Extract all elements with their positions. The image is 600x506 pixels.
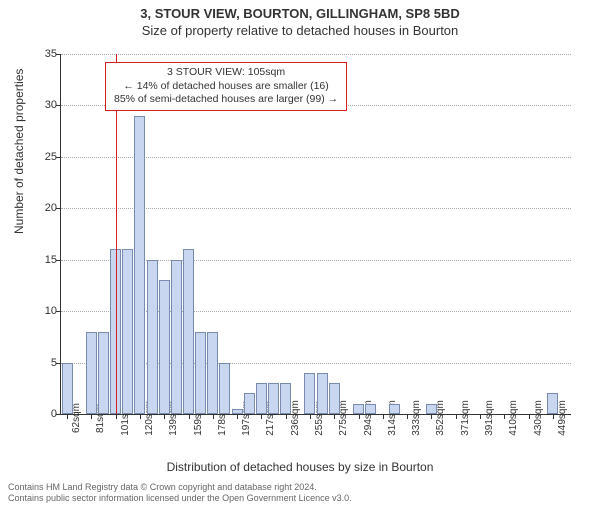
title-line2: Size of property relative to detached ho…	[0, 23, 600, 38]
xtick-mark	[553, 414, 554, 419]
xtick-mark	[189, 414, 190, 419]
xtick-mark	[504, 414, 505, 419]
ytick-label: 35	[27, 48, 57, 60]
y-axis-label: Number of detached properties	[12, 69, 26, 234]
xtick-mark	[67, 414, 68, 419]
histogram-bar	[317, 373, 328, 414]
xtick-mark	[261, 414, 262, 419]
gridline	[61, 54, 571, 55]
x-axis-label: Distribution of detached houses by size …	[0, 460, 600, 474]
xtick-label: 371sqm	[460, 400, 471, 436]
annot-line3: 85% of semi-detached houses are larger (…	[114, 93, 338, 107]
xtick-mark	[116, 414, 117, 419]
xtick-label: 430sqm	[533, 400, 544, 436]
xtick-mark	[237, 414, 238, 419]
histogram-bar	[183, 249, 194, 414]
xtick-mark	[213, 414, 214, 419]
histogram-bar	[219, 363, 230, 414]
histogram-bar	[98, 332, 109, 414]
title-line1: 3, STOUR VIEW, BOURTON, GILLINGHAM, SP8 …	[0, 6, 600, 21]
xtick-label: 275sqm	[338, 400, 349, 436]
histogram-bar	[86, 332, 97, 414]
xtick-mark	[140, 414, 141, 419]
footer-line2: Contains public sector information licen…	[8, 493, 352, 504]
xtick-label: 333sqm	[411, 400, 422, 436]
histogram-bar	[122, 249, 133, 414]
xtick-label: 410sqm	[508, 400, 519, 436]
xtick-mark	[310, 414, 311, 419]
xtick-label: 352sqm	[435, 400, 446, 436]
histogram-bar	[268, 383, 279, 414]
histogram-bar	[134, 116, 145, 414]
annot-line1: 3 STOUR VIEW: 105sqm	[114, 66, 338, 80]
histogram-bar	[244, 393, 255, 414]
footer-text: Contains HM Land Registry data © Crown c…	[8, 482, 352, 504]
xtick-mark	[529, 414, 530, 419]
ytick-label: 10	[27, 305, 57, 317]
histogram-bar	[389, 404, 400, 414]
xtick-mark	[359, 414, 360, 419]
ytick-label: 20	[27, 202, 57, 214]
annot-line2: ← 14% of detached houses are smaller (16…	[114, 80, 338, 94]
xtick-mark	[383, 414, 384, 419]
xtick-label: 62sqm	[71, 403, 82, 433]
xtick-label: 449sqm	[557, 400, 568, 436]
xtick-mark	[286, 414, 287, 419]
xtick-mark	[431, 414, 432, 419]
ytick-label: 0	[27, 408, 57, 420]
ytick-label: 30	[27, 99, 57, 111]
histogram-bar	[195, 332, 206, 414]
xtick-mark	[456, 414, 457, 419]
chart-container: 3, STOUR VIEW, BOURTON, GILLINGHAM, SP8 …	[0, 6, 600, 506]
xtick-label: 391sqm	[484, 400, 495, 436]
xtick-mark	[334, 414, 335, 419]
xtick-label: 236sqm	[290, 400, 301, 436]
histogram-bar	[147, 260, 158, 414]
histogram-bar	[365, 404, 376, 414]
xtick-mark	[91, 414, 92, 419]
annotation-box: 3 STOUR VIEW: 105sqm ← 14% of detached h…	[105, 62, 347, 111]
footer-line1: Contains HM Land Registry data © Crown c…	[8, 482, 352, 493]
ytick-label: 15	[27, 254, 57, 266]
xtick-mark	[407, 414, 408, 419]
chart-area: 0510152025303562sqm81sqm101sqm120sqm139s…	[60, 54, 570, 414]
histogram-bar	[159, 280, 170, 414]
ytick-label: 25	[27, 151, 57, 163]
histogram-bar	[171, 260, 182, 414]
xtick-mark	[480, 414, 481, 419]
ytick-label: 5	[27, 357, 57, 369]
xtick-mark	[164, 414, 165, 419]
